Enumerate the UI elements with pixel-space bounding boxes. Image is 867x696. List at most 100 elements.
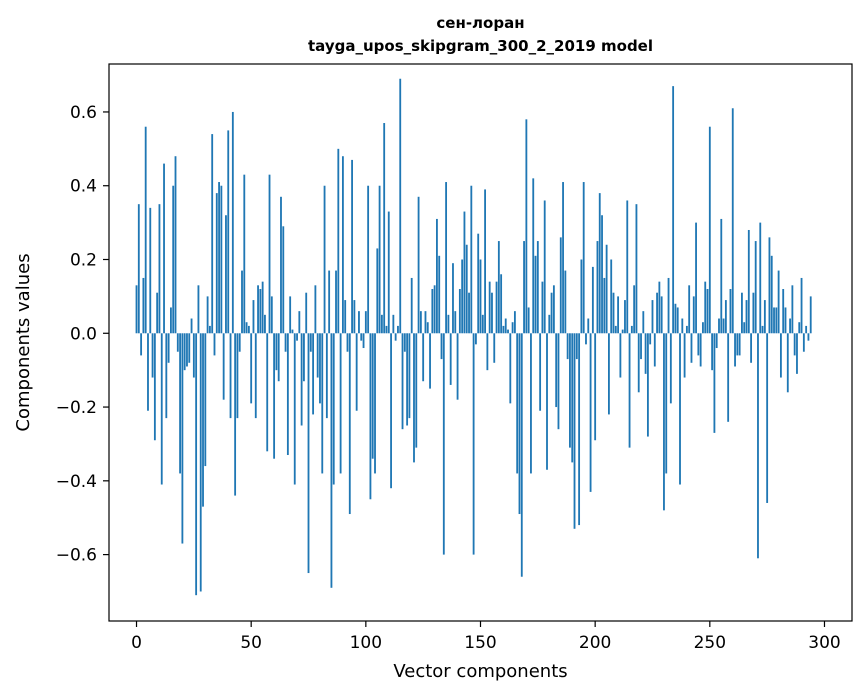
bar <box>403 333 406 352</box>
bar <box>500 274 503 334</box>
bar <box>147 333 149 411</box>
bar <box>367 185 370 334</box>
bar <box>594 333 597 441</box>
bar <box>348 333 351 515</box>
bar <box>151 333 154 378</box>
y-tick-label: 0.6 <box>70 103 97 123</box>
x-tick-label: 50 <box>240 633 262 653</box>
y-tick-label: −0.4 <box>56 472 97 492</box>
bar <box>358 311 360 334</box>
bar <box>495 281 498 334</box>
bar <box>674 303 677 334</box>
bar <box>442 333 445 555</box>
bar <box>658 281 661 334</box>
bar <box>530 333 532 474</box>
bar <box>555 333 558 408</box>
bar <box>624 300 626 334</box>
bar <box>665 333 668 474</box>
bar <box>337 148 340 334</box>
bar <box>610 259 613 334</box>
bar <box>752 292 755 334</box>
bar <box>238 333 241 352</box>
bar <box>699 333 702 367</box>
bar <box>635 204 638 334</box>
bar <box>140 333 143 356</box>
bar <box>186 333 188 367</box>
bar <box>779 333 782 378</box>
bar <box>575 333 578 360</box>
bar <box>708 126 711 334</box>
bar <box>800 277 803 334</box>
bar <box>539 333 542 411</box>
bar <box>362 333 365 349</box>
bar <box>364 311 367 334</box>
bar <box>775 307 778 334</box>
bar <box>798 322 801 334</box>
bar <box>688 285 691 334</box>
bar <box>332 333 335 485</box>
bar <box>646 333 649 437</box>
bar <box>275 333 278 371</box>
bar <box>585 333 587 345</box>
bar <box>738 333 741 356</box>
bar <box>144 126 147 334</box>
bar <box>805 325 808 334</box>
bar <box>507 329 509 334</box>
bar <box>527 307 530 334</box>
bar <box>383 123 386 334</box>
bar <box>667 277 670 334</box>
bar <box>695 222 697 334</box>
bar <box>770 255 773 334</box>
bar <box>328 270 331 334</box>
bar <box>135 285 138 334</box>
bar <box>452 263 454 334</box>
bar <box>472 333 475 555</box>
bar <box>509 333 512 404</box>
bar <box>192 333 195 378</box>
bar <box>380 314 383 334</box>
bar <box>727 333 730 422</box>
bar <box>784 307 787 334</box>
bar <box>270 296 273 334</box>
bar <box>608 333 610 415</box>
bar <box>685 325 688 334</box>
bar <box>525 119 528 334</box>
bar <box>653 333 656 367</box>
bar <box>802 333 805 352</box>
bar <box>663 333 665 511</box>
bar <box>438 255 441 334</box>
bar <box>312 333 315 415</box>
bar <box>179 333 181 474</box>
bar <box>433 285 436 334</box>
bar <box>257 285 259 334</box>
y-tick-label: 0.2 <box>70 251 97 271</box>
bar <box>406 333 409 426</box>
bar <box>569 333 571 448</box>
bar <box>305 292 308 334</box>
bar <box>142 277 145 334</box>
bar <box>656 292 658 334</box>
x-tick-label: 250 <box>694 633 726 653</box>
bar <box>241 270 243 334</box>
bar <box>264 314 266 334</box>
bar <box>341 156 344 334</box>
bar <box>651 300 654 334</box>
bar <box>250 333 253 404</box>
bar <box>277 333 280 382</box>
bar <box>236 333 239 419</box>
bar <box>335 270 337 334</box>
bar <box>280 196 282 334</box>
bar <box>158 204 161 334</box>
bar <box>413 333 415 463</box>
bar <box>550 292 553 334</box>
bar <box>316 333 319 378</box>
bar <box>247 325 250 334</box>
bar <box>266 333 269 452</box>
bar <box>532 178 535 334</box>
bar <box>559 237 562 334</box>
bar <box>440 333 443 360</box>
bar <box>298 311 301 334</box>
bar <box>378 185 381 334</box>
bar <box>353 300 356 334</box>
